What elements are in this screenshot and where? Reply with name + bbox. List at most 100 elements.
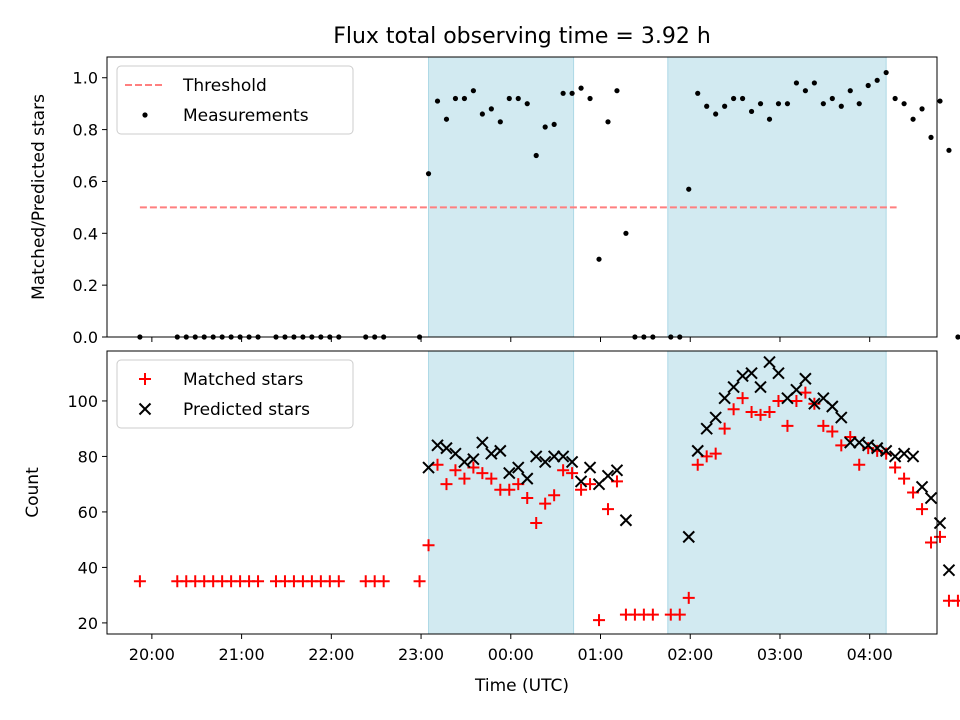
measurement-point (560, 90, 566, 96)
matched-star-point (377, 575, 390, 588)
predicted-star-point (727, 380, 740, 394)
predicted-star-point (494, 444, 507, 458)
legend-handle-matched (139, 373, 151, 385)
matched-star-point (422, 539, 435, 552)
shaded-intervals (428, 350, 887, 635)
measurement-point (515, 95, 521, 102)
matched-star-point (584, 478, 597, 491)
x-tick-label: 01:00 (577, 645, 623, 664)
predicted-star-point (870, 441, 884, 455)
predicted-star-point (844, 436, 857, 449)
predicted-star-point (897, 447, 911, 460)
matched-star-point (133, 575, 146, 588)
predicted-star-point (682, 530, 695, 544)
predicted-star-point (763, 355, 776, 369)
measurement-point (434, 98, 441, 104)
predicted-star-point (458, 455, 471, 469)
matched-star-point (763, 406, 776, 419)
matched-star-point (790, 394, 803, 407)
matched-star-point (476, 467, 489, 480)
matched-star-point (539, 497, 552, 510)
predicted-star-point (601, 469, 615, 483)
matched-star-point (772, 394, 785, 407)
shaded-interval (428, 56, 575, 338)
matched-star-point (431, 458, 444, 471)
legend: Threshold Measurements (116, 65, 354, 135)
matched-star-point (799, 386, 812, 399)
measurement-point (937, 98, 943, 104)
predicted-star-point (924, 491, 938, 505)
matched-star-point (925, 536, 938, 549)
measurement-point (569, 90, 575, 96)
bottom-panel: 20 40 60 80 100 20:00 21:00 22:00 23:00 00:00 01:… (23, 350, 960, 696)
chart-title: Flux total observing time = 3.92 h (333, 24, 711, 49)
measurement-point (488, 106, 494, 112)
y-tick-label: 20 (78, 614, 98, 633)
predicted-star-point (521, 472, 534, 485)
matched-star-point (601, 503, 614, 516)
measurement-point (497, 119, 503, 125)
predicted-star-point (736, 369, 749, 383)
matched-star-point (646, 608, 659, 621)
measurement-point (713, 111, 719, 117)
matched-star-point (933, 530, 946, 543)
legend-label: Threshold (182, 76, 267, 96)
predicted-star-point (718, 391, 731, 405)
matched-star-point (252, 575, 265, 588)
predicted-star-point (942, 563, 956, 577)
measurement-point (892, 95, 898, 102)
measurement-point (793, 80, 800, 86)
measurement-point (766, 116, 773, 122)
x-ticks: 20:00 21:00 22:00 23:00 00:00 01:00 02:00 03:00… (129, 634, 893, 664)
axes-frame (106, 350, 938, 635)
y-tick-label: 0.4 (73, 224, 98, 243)
predicted-star-point (835, 411, 848, 424)
measurement-point (775, 101, 782, 107)
measurement-point (811, 80, 817, 86)
matched-star-point (682, 591, 695, 604)
y-tick-label: 0.8 (73, 121, 98, 140)
matched-star-point (736, 392, 749, 405)
predicted-star-point (512, 461, 525, 474)
predicted-star-point (619, 514, 633, 527)
matched-star-point (727, 403, 740, 416)
y-axis-label: Count (23, 467, 43, 518)
predicted-star-point (691, 444, 704, 458)
matched-star-point (521, 492, 534, 505)
y-tick-label: 0.2 (73, 276, 98, 295)
matched-star-point (413, 575, 426, 588)
shaded-intervals (428, 56, 887, 338)
y-tick-label: 40 (78, 558, 98, 577)
legend-box (116, 359, 354, 429)
predicted-star-point (467, 452, 480, 466)
y-tick-label: 100 (67, 392, 98, 411)
measurement-point (443, 116, 450, 122)
measurement-point (704, 103, 710, 109)
predicted-star-point (879, 444, 893, 458)
legend-label: Measurements (183, 106, 309, 126)
predicted-star-point (799, 372, 812, 385)
matched-star-point (754, 408, 767, 421)
measurement-point (901, 101, 907, 107)
predicted-star-point (503, 466, 516, 480)
measurement-point (946, 147, 952, 153)
predicted-star-point (933, 516, 947, 530)
matched-star-point (503, 483, 516, 496)
predicted-star-point (583, 461, 597, 474)
measurement-point (865, 82, 871, 89)
measurement-point (470, 88, 476, 94)
matched-star-point (781, 419, 794, 432)
predicted-star-point (709, 411, 722, 424)
matched-star-point (485, 472, 498, 485)
top-panel: 0.0 0.2 0.4 0.6 0.8 1.0 Matched/Predicted sta… (29, 56, 960, 347)
predicted-star-point (826, 400, 839, 413)
predicted-star-point (485, 447, 498, 460)
matched-star-point (557, 464, 570, 477)
x-tick-label: 04:00 (847, 645, 893, 664)
matched-star-point (332, 575, 345, 588)
matched-star-point (530, 517, 543, 530)
measurement-point (856, 101, 862, 107)
predicted-star-point (547, 450, 561, 463)
measurement-point (739, 95, 746, 102)
